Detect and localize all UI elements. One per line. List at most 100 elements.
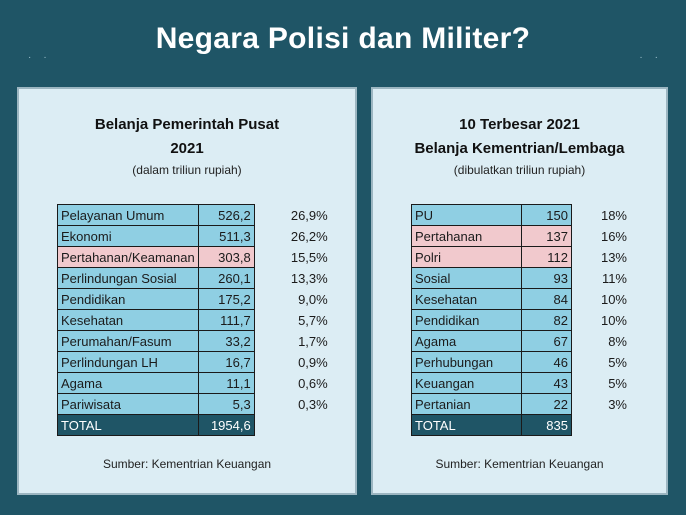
row-label: Agama [411, 330, 522, 352]
row-value: 43 [521, 372, 572, 394]
row-value: 46 [521, 351, 572, 373]
table-row: Pertahanan/Keamanan 303,8 15,5% [57, 246, 333, 268]
row-value: 67 [521, 330, 572, 352]
decorative-dots-right: ·· [639, 52, 670, 63]
row-value: 5,3 [197, 393, 255, 415]
table-row: Agama 11,1 0,6% [57, 372, 333, 394]
row-percent: 0,3% [298, 396, 328, 412]
row-percent: 5% [608, 375, 627, 391]
table-row: Agama 67 8% [411, 330, 632, 352]
table-row: Pertahanan 137 16% [411, 225, 632, 247]
row-label: TOTAL [411, 414, 522, 436]
row-label: Kesehatan [411, 288, 522, 310]
row-percent: 5,7% [298, 312, 328, 328]
row-value: 303,8 [197, 246, 255, 268]
row-value: 112 [521, 246, 572, 268]
right-source: Sumber: Kementrian Keuangan [435, 457, 604, 471]
row-percent: 15,5% [290, 249, 328, 265]
right-panel-title-line2: Belanja Kementrian/Lembaga [414, 140, 625, 157]
table-row: Pelayanan Umum 526,2 26,9% [57, 204, 333, 226]
left-source: Sumber: Kementrian Keuangan [102, 457, 272, 471]
row-value: 1954,6 [197, 414, 255, 436]
row-label: Perlindungan Sosial [57, 267, 199, 289]
right-panel: 10 Terbesar 2021 Belanja Kementrian/Lemb… [371, 87, 668, 495]
row-label: Keuangan [411, 372, 522, 394]
row-percent: 16% [600, 228, 627, 244]
row-value: 22 [521, 393, 572, 415]
row-percent: 10% [600, 291, 627, 307]
row-value: 150 [521, 204, 572, 226]
row-percent: 10% [600, 312, 627, 328]
row-label: Agama [57, 372, 199, 394]
row-label: Pertahanan/Keamanan [57, 246, 199, 268]
row-value: 82 [521, 309, 572, 331]
right-panel-title: 10 Terbesar 2021 Belanja Kementrian/Lemb… [373, 113, 666, 161]
table-row: Kesehatan 111,7 5,7% [57, 309, 333, 331]
table-row: Pariwisata 5,3 0,3% [57, 393, 333, 415]
left-panel-title-line2: 2021 [170, 140, 204, 157]
row-percent: 26,2% [290, 228, 328, 244]
row-percent: 13,3% [290, 270, 328, 286]
table-row: Perlindungan LH 16,7 0,9% [57, 351, 333, 373]
row-label: Ekonomi [57, 225, 199, 247]
row-value: 93 [521, 267, 572, 289]
row-label: Pendidikan [411, 309, 522, 331]
row-label: Pendidikan [57, 288, 199, 310]
row-percent: 3% [608, 396, 627, 412]
row-value: 33,2 [197, 330, 255, 352]
row-percent: 1,7% [298, 333, 328, 349]
right-panel-title-line1: 10 Terbesar 2021 [459, 116, 580, 133]
left-panel-subtitle: (dalam triliun rupiah) [132, 163, 242, 177]
row-label: PU [411, 204, 522, 226]
row-label: Sosial [411, 267, 522, 289]
left-table: Pelayanan Umum 526,2 26,9% Ekonomi 511,3 26,2… [57, 204, 333, 436]
row-label: Pertanian [411, 393, 522, 415]
right-panel-subtitle: (dibulatkan triliun rupiah) [453, 163, 586, 177]
row-percent: 5% [608, 354, 627, 370]
row-value: 511,3 [197, 225, 255, 247]
table-row: Sosial 93 11% [411, 267, 632, 289]
table-row: TOTAL 835 [411, 414, 632, 436]
row-label: Pertahanan [411, 225, 522, 247]
row-percent: 8% [608, 333, 627, 349]
row-label: Kesehatan [57, 309, 199, 331]
row-percent: 13% [600, 249, 627, 265]
table-row: Pertanian 22 3% [411, 393, 632, 415]
row-value: 16,7 [197, 351, 255, 373]
row-label: Polri [411, 246, 522, 268]
left-panel-title-line1: Belanja Pemerintah Pusat [94, 116, 280, 133]
row-percent: 0,9% [298, 354, 328, 370]
table-row: Pendidikan 82 10% [411, 309, 632, 331]
row-label: Pariwisata [57, 393, 199, 415]
row-percent: 9,0% [298, 291, 328, 307]
row-percent [254, 415, 332, 436]
right-table: PU 150 18% Pertahanan 137 16% Polri 112 13% Sosia… [411, 204, 632, 436]
left-panel: Belanja Pemerintah Pusat 2021 (dalam tri… [17, 87, 357, 495]
row-label: Perlindungan LH [57, 351, 199, 373]
table-row: Polri 112 13% [411, 246, 632, 268]
decorative-dots-left: ·· [28, 52, 59, 63]
row-percent: 18% [600, 207, 627, 223]
table-row: Kesehatan 84 10% [411, 288, 632, 310]
table-row: Perlindungan Sosial 260,1 13,3% [57, 267, 333, 289]
table-row: Perumahan/Fasum 33,2 1,7% [57, 330, 333, 352]
row-value: 175,2 [197, 288, 255, 310]
row-label: TOTAL [57, 414, 199, 436]
row-value: 84 [521, 288, 572, 310]
table-row: TOTAL 1954,6 [57, 414, 333, 436]
row-value: 835 [521, 414, 572, 436]
row-percent: 0,6% [298, 375, 328, 391]
row-label: Perhubungan [411, 351, 522, 373]
row-value: 526,2 [197, 204, 255, 226]
row-value: 260,1 [197, 267, 255, 289]
row-label: Perumahan/Fasum [57, 330, 199, 352]
row-value: 137 [521, 225, 572, 247]
row-value: 111,7 [197, 309, 255, 331]
table-row: Perhubungan 46 5% [411, 351, 632, 373]
row-label: Pelayanan Umum [57, 204, 199, 226]
table-row: Pendidikan 175,2 9,0% [57, 288, 333, 310]
table-row: PU 150 18% [411, 204, 632, 226]
table-row: Ekonomi 511,3 26,2% [57, 225, 333, 247]
row-percent: 11% [601, 270, 627, 286]
row-percent: 26,9% [290, 207, 328, 223]
